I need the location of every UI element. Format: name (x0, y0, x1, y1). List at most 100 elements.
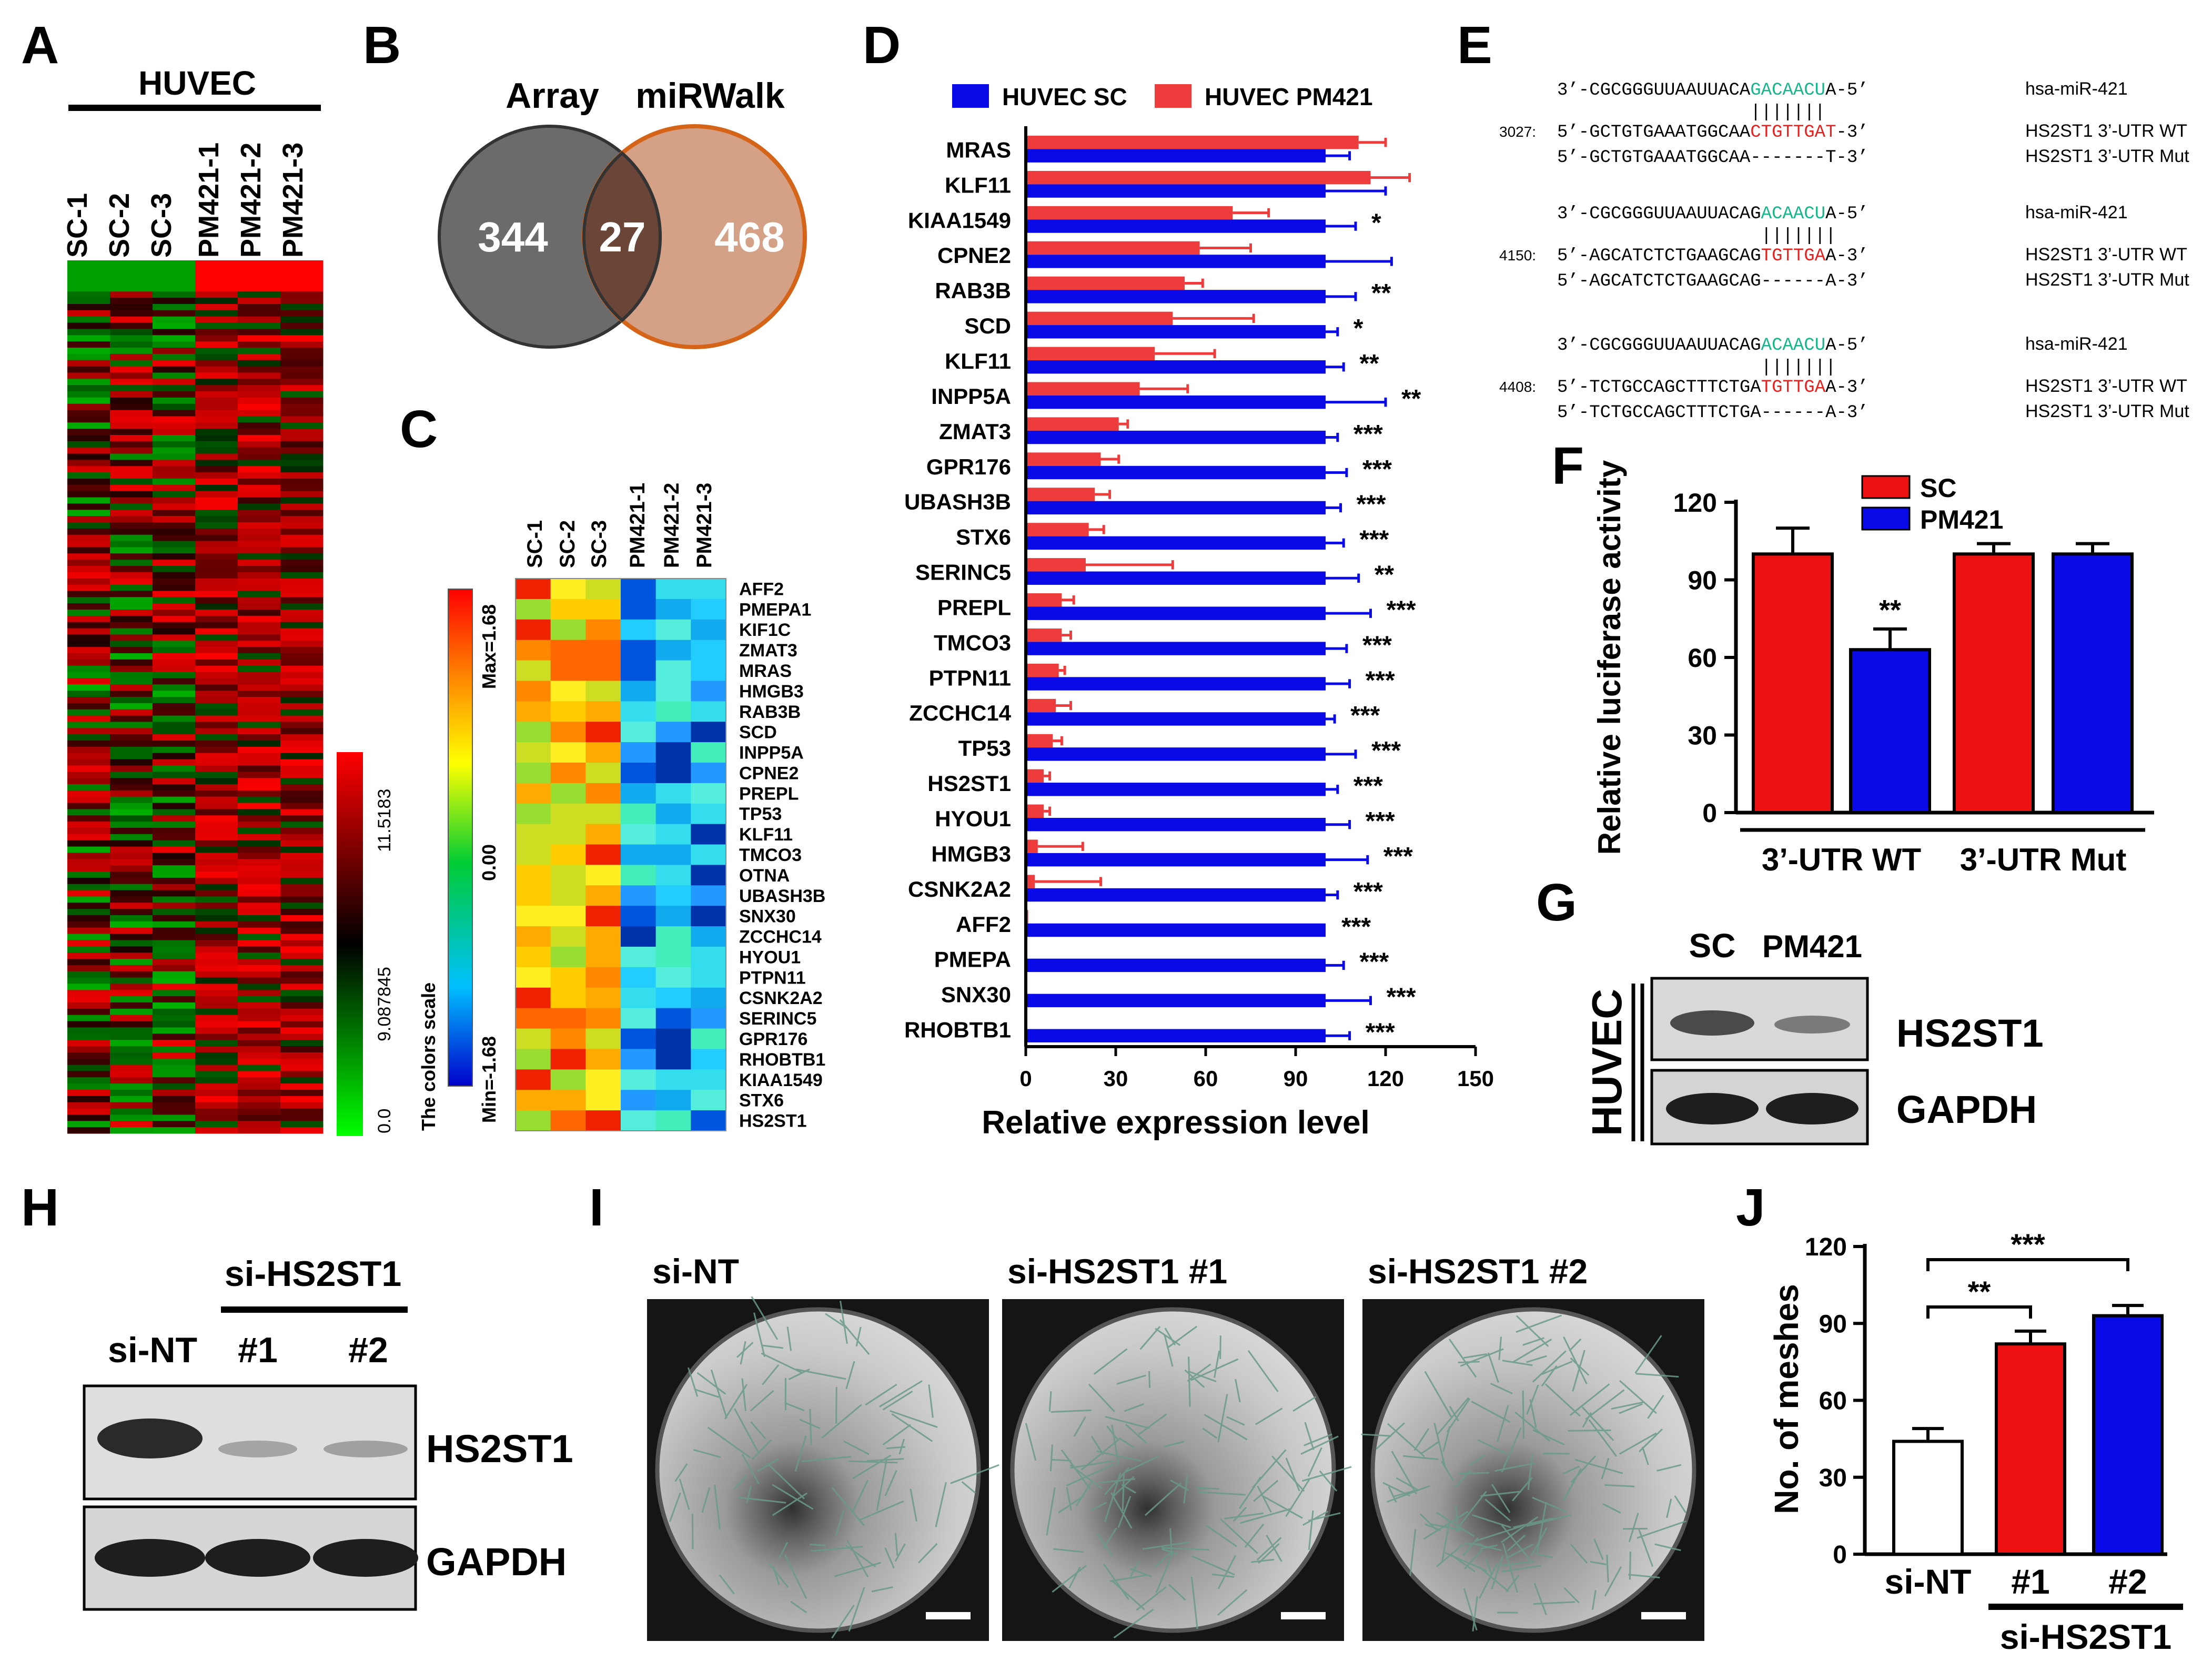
panel-a-heat-cell (195, 834, 238, 841)
panel-a-heat-cell (280, 266, 324, 273)
panel-d-bar-sc (1026, 325, 1326, 339)
panel-a-heat-cell (67, 560, 110, 566)
panel-a-heat-cell (153, 896, 196, 903)
panel-a-heat-cell (238, 840, 281, 847)
panel-j-bar (1995, 1342, 2066, 1556)
panel-a-heat-cell (195, 703, 238, 710)
panel-c-heat-cell (516, 619, 551, 641)
panel-a-heat-cell (110, 678, 153, 685)
panel-c-heat-cell (691, 1090, 726, 1111)
panel-a-heat-cell (238, 959, 281, 966)
panel-a-heat-cell (67, 665, 110, 673)
panel-c-heat-cell (516, 844, 551, 865)
panel-a-heat-cell (110, 877, 153, 885)
panel-c-heat-cell (585, 660, 621, 681)
panel-a-heat-cell (280, 516, 324, 523)
panel-a-heat-cell (67, 335, 110, 342)
panel-c-col-label: SC-1 (523, 520, 547, 568)
panel-c-heat-cell (550, 701, 586, 722)
panel-a-heat-cell (195, 977, 238, 984)
panel-a-heat-cell (153, 971, 196, 978)
panel-a-heat-cell (110, 859, 153, 866)
panel-c-heat-cell (585, 742, 621, 763)
panel-a-heat-cell (153, 385, 196, 392)
panel-a-heat-cell (67, 703, 110, 710)
panel-c-heat-cell (516, 1110, 551, 1131)
panel-a-heat-cell (110, 572, 153, 579)
panel-a-heat-cell (195, 260, 238, 267)
panel-a-heat-cell (280, 522, 324, 529)
panel-a-heat-cell (195, 503, 238, 510)
panel-a-heat-cell (153, 921, 196, 928)
panel-a-heat-cell (280, 429, 324, 435)
panel-a-heat-cell (238, 834, 281, 841)
panel-a-heat-cell (238, 584, 281, 591)
panel-a-heat-cell (153, 572, 196, 579)
panel-a: HUVEC SC-1 SC-2 SC-3 PM421-1 PM421-2 PM421-3 … (62, 64, 395, 1136)
panel-a-heat-cell (195, 691, 238, 697)
panel-a-heat-cell (67, 316, 110, 323)
panel-c-heat-cell (691, 967, 726, 988)
blot-g-gapdh-band-sc (1666, 1093, 1759, 1124)
panel-j-tick-label: 0 (1833, 1541, 1847, 1569)
panel-a-heat-cell (67, 822, 110, 828)
panel-a-heat-cell (67, 460, 110, 467)
panel-a-heat-cell (280, 1065, 324, 1071)
panel-a-heat-cell (67, 541, 110, 548)
panel-a-heat-cell (67, 815, 110, 822)
panel-a-heat-cell (195, 915, 238, 922)
utr-mut-sequence: 5’-TCTGCCAGCTTTCTGA------A-3’ (1557, 403, 1868, 423)
panel-c-heat-cell (655, 1069, 691, 1090)
panel-a-heat-cell (195, 734, 238, 741)
panel-d-axis: 0 30 60 90 120 150 (1019, 126, 1494, 1091)
panel-a-heat-cell (238, 946, 281, 953)
panel-a-heat-cell (195, 322, 238, 329)
panel-j-category-label: #2 (2108, 1562, 2147, 1601)
panel-a-heat-cell (110, 1083, 153, 1090)
panel-a-heat-cell (280, 1008, 324, 1016)
panel-i-tube-network (1025, 1325, 1352, 1639)
panel-a-heat-cell (280, 397, 324, 404)
panel-a-heat-cell (110, 977, 153, 984)
panel-a-heat-cell (153, 435, 196, 442)
panel-a-heat-cell (280, 946, 324, 953)
panel-c-heat-cell (621, 783, 656, 804)
panel-a-heat-cell (110, 484, 153, 492)
panel-a-heat-cell (110, 1077, 153, 1084)
panel-a-heat-cell (280, 834, 324, 841)
panel-a-heat-cell (110, 403, 153, 411)
panel-a-heat-cell (195, 971, 238, 978)
panel-a-heat-cell (153, 1040, 196, 1047)
panel-a-heat-cell (110, 348, 153, 354)
panel-label-c: C (400, 400, 438, 459)
panel-c-heat-cell (691, 824, 726, 845)
panel-a-heat-cell (153, 472, 196, 479)
panel-a-heat-cell (153, 653, 196, 660)
panel-a-heat-cell (67, 472, 110, 479)
panel-a-heat-cell (280, 765, 324, 772)
panel-a-heat-cell (67, 884, 110, 891)
panel-a-heat-cell (280, 965, 324, 972)
panel-a-heat-cell (153, 491, 196, 498)
panel-a-heat-cell (280, 1114, 324, 1121)
panel-a-heat-cell (195, 453, 238, 460)
panel-c-gene-label: GPR176 (739, 1029, 807, 1049)
panel-a-heat-cell (67, 828, 110, 835)
panel-a-heat-cell (195, 772, 238, 778)
panel-a-heat-cell (195, 266, 238, 273)
panel-a-heat-cell (67, 572, 110, 579)
venn-left-label: Array (506, 76, 599, 116)
panel-a-heat-cell (153, 348, 196, 354)
panel-a-col-label: SC-1 (62, 193, 93, 258)
panel-d-bar-sc (1026, 536, 1326, 550)
panel-a-heat-cell (67, 728, 110, 735)
panel-a-heat-cell (195, 329, 238, 336)
panel-a-heat-cell (153, 828, 196, 835)
panel-c-gene-label: STX6 (739, 1091, 784, 1111)
panel-a-heat-cell (67, 977, 110, 984)
panel-a-heat-cell (67, 397, 110, 404)
panel-a-heat-cell (67, 279, 110, 286)
panel-a-heat-cell (153, 1114, 196, 1121)
blot-h-group-label: si-HS2ST1 (225, 1254, 401, 1294)
panel-a-heat-cell (195, 348, 238, 354)
